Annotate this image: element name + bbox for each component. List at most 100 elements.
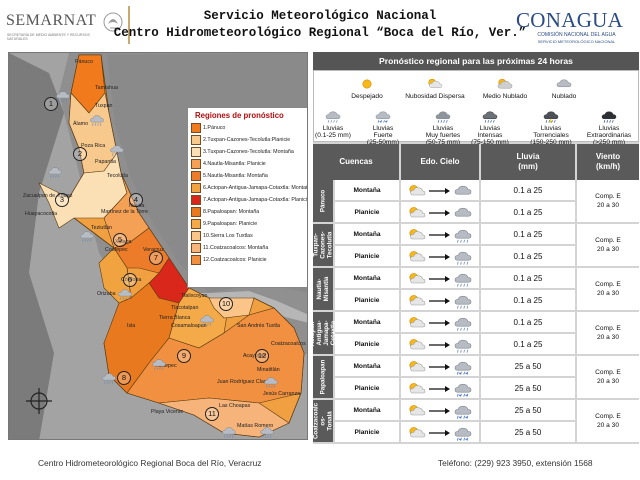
map-legend-title: Regiones de pronóstico [195,111,284,120]
partly-cloudy-icon [497,78,513,89]
region-number-marker[interactable]: 11 [205,407,219,421]
town-label: Tlalixcoyan [181,293,208,299]
town-label: San Andrés Tuxtla [237,323,280,329]
sky-condition-cell [401,400,479,422]
wind-cell: Comp. E 20 a 30 [577,312,639,356]
map-legend-rows: 1.Pánuco 2.Tuxpan-Cazones-Tecolutla:Plani… [188,122,308,266]
basin-label-cell: Tuxpan- Cazones- Tecolutla [312,224,334,268]
rain-amount-cell: 25 a 50 [481,400,575,422]
region-number-marker[interactable]: 3 [55,193,69,207]
light-rain-icon [454,295,472,309]
basin-label-cell: Actopan- Antigua- Jamapa- Cotaxtla [309,312,337,356]
rain-icon [454,405,472,419]
town-label: Jesús Carranza [263,391,301,397]
partly-cloudy-icon-legend-item: Medio Nublado [470,77,540,100]
region-number-marker[interactable]: 9 [177,349,191,363]
sky-condition-cell [401,246,479,268]
col-header-basins: Cuencas [339,157,373,166]
heavy-rain-icon [435,111,451,123]
arrow-right-icon [429,386,450,392]
region-swatch [191,147,201,157]
rain-amount-cell: 0.1 a 25 [481,246,575,268]
rain-icon [454,361,472,375]
map-weather-icon [152,359,166,370]
town-label: Teziutlán [91,225,112,231]
region-number-marker[interactable]: 6 [123,273,137,287]
map-weather-icon [56,91,70,102]
sun-cloud-icon [409,229,426,240]
basin-label-cell: Nautla- Misantla [313,268,333,312]
map-legend-row: 10.Sierra Los Tuxtlas [191,230,307,242]
sun-cloud-icon [409,405,426,416]
sky-legend-label: Lluvias Intensas (75-150 mm) [471,125,509,146]
sky-legend-label: Lluvias Extraordinarias (>250 mm) [586,125,632,146]
region-number-marker[interactable]: 2 [73,147,87,161]
arrow-right-icon [429,254,450,260]
rain-amount-cell: 0.1 a 25 [481,334,575,356]
region-swatch [191,135,201,145]
region-swatch [191,219,201,229]
town-label: Minatitlán [257,367,280,373]
sky-condition-cell [401,224,479,246]
mexico-eagle-icon [103,12,123,32]
sky-legend-label: Lluvias (0.1-25 mm) [315,125,351,139]
town-label: Álamo [73,121,89,127]
light-rain-icon-legend-item: Lluvias (0.1-25 mm) [314,109,352,139]
rain-amount-cell: 0.1 a 25 [481,180,575,202]
region-number-marker[interactable]: 5 [113,233,127,247]
rain-icon [454,427,472,441]
basin-name: Tuxpan- Cazones- Tecolutla [312,231,334,259]
region-label: 3.Tuxpan-Cazones-Tecolutla: Montaña [203,149,294,155]
region-number-marker[interactable]: 7 [149,251,163,265]
region-number-marker[interactable]: 8 [117,371,131,385]
region-number-marker[interactable]: 4 [129,193,143,207]
col-header-wind: Viento (km/h) [595,152,621,171]
basin-label-cell: Pánuco [313,180,333,224]
arrow-right-icon [429,298,450,304]
sky-condition-cell [401,422,479,444]
sky-legend-label: Medio Nublado [482,93,528,100]
header-divider [575,144,577,180]
basin-name: Pánuco [319,189,327,213]
terrain-cell: Montaña [335,268,399,290]
town-label: Juan Rodríguez Clara [217,379,269,385]
arrow-right-icon [429,342,450,348]
light-rain-icon [325,111,341,123]
light-rain-icon [454,251,472,265]
rain-icon [375,111,391,123]
region-label: 6.Actopan-Antigua-Jamapa-Cotaxtla: Monta… [203,185,308,191]
basin-label-cell: Papaloapan [313,356,333,400]
extraordinary-rain-icon-legend-item: Lluvias Extraordinarias (>250 mm) [578,109,640,146]
town-label: Tecolutla [107,173,128,179]
wind-cell: Comp. E 20 a 30 [577,268,639,312]
sun-cloud-icon [409,207,426,218]
region-swatch [191,171,201,181]
forecast-region-map[interactable]: Regiones de pronóstico 1.Pánuco 2.Tuxpan-… [8,52,308,440]
sky-condition-cell [401,290,479,312]
region-number-marker[interactable]: 12 [255,349,269,363]
map-legend-row: 11.Coatzacoalcos: Montaña [191,242,307,254]
sky-legend-label: Nublado [551,93,577,100]
town-label: Pánuco [75,59,93,65]
town-label: Huayacocotla [25,211,58,217]
map-legend: Regiones de pronóstico 1.Pánuco 2.Tuxpan-… [187,107,308,288]
region-swatch [191,183,201,193]
wind-cell: Comp. E 20 a 30 [577,400,639,444]
header-divider [399,144,401,180]
map-weather-icon [118,289,132,300]
sun-icon [362,79,372,89]
sky-legend-label: Lluvias Torrenciales (150-250 mm) [530,125,572,146]
terrain-cell: Planicie [335,290,399,312]
town-label: Martínez de la Torre [101,209,149,215]
town-label: Veracruz [143,247,164,253]
town-label: Poza Rica [81,143,106,149]
footer: Centro Hidrometeorológico Regional Boca … [0,448,640,480]
light-rain-icon [454,317,472,331]
rain-icon-legend-item: Lluvias Fuerte (25-50mm) [360,109,406,146]
region-swatch [191,243,201,253]
col-header-sky: Edo. Cielo [420,157,460,166]
sun-cloud-icon-legend-item: Nubosidad Dispersa [396,77,474,100]
region-number-marker[interactable]: 10 [219,297,233,311]
region-number-marker[interactable]: 1 [44,97,58,111]
town-label: Playa Vicente [151,409,184,415]
